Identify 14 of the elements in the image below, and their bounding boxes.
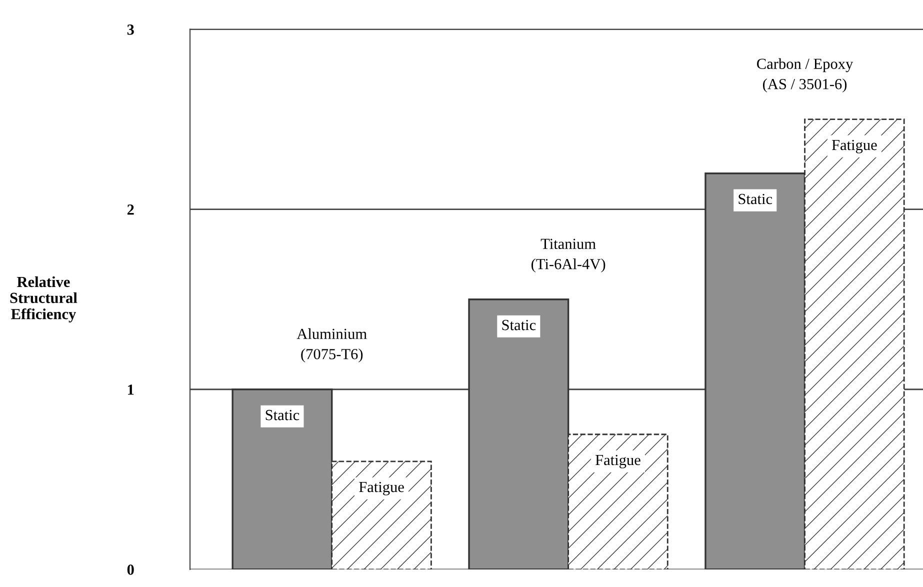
text: Static — [266, 410, 300, 420]
text: Fatigue — [359, 482, 404, 496]
text: Static — [502, 320, 536, 330]
y-tick-label: 3 — [127, 24, 134, 35]
series-label: Static — [738, 194, 772, 204]
series-label: Fatigue — [596, 454, 640, 468]
y-axis-title: Relative Structural Efficiency — [10, 276, 78, 322]
x-tick-label: Aluminium (7075-T6) — [296, 328, 367, 362]
y-tick-label: 1 — [128, 384, 134, 395]
y-tick-label: 0 — [127, 564, 134, 575]
text: Fatigue — [832, 140, 877, 154]
y-tick-label: 2 — [127, 204, 134, 215]
x-tick-label: Carbon / Epoxy (AS / 3501-6) — [757, 58, 854, 92]
x-tick-label: Titanium (Ti-6Al-4V) — [532, 238, 606, 272]
